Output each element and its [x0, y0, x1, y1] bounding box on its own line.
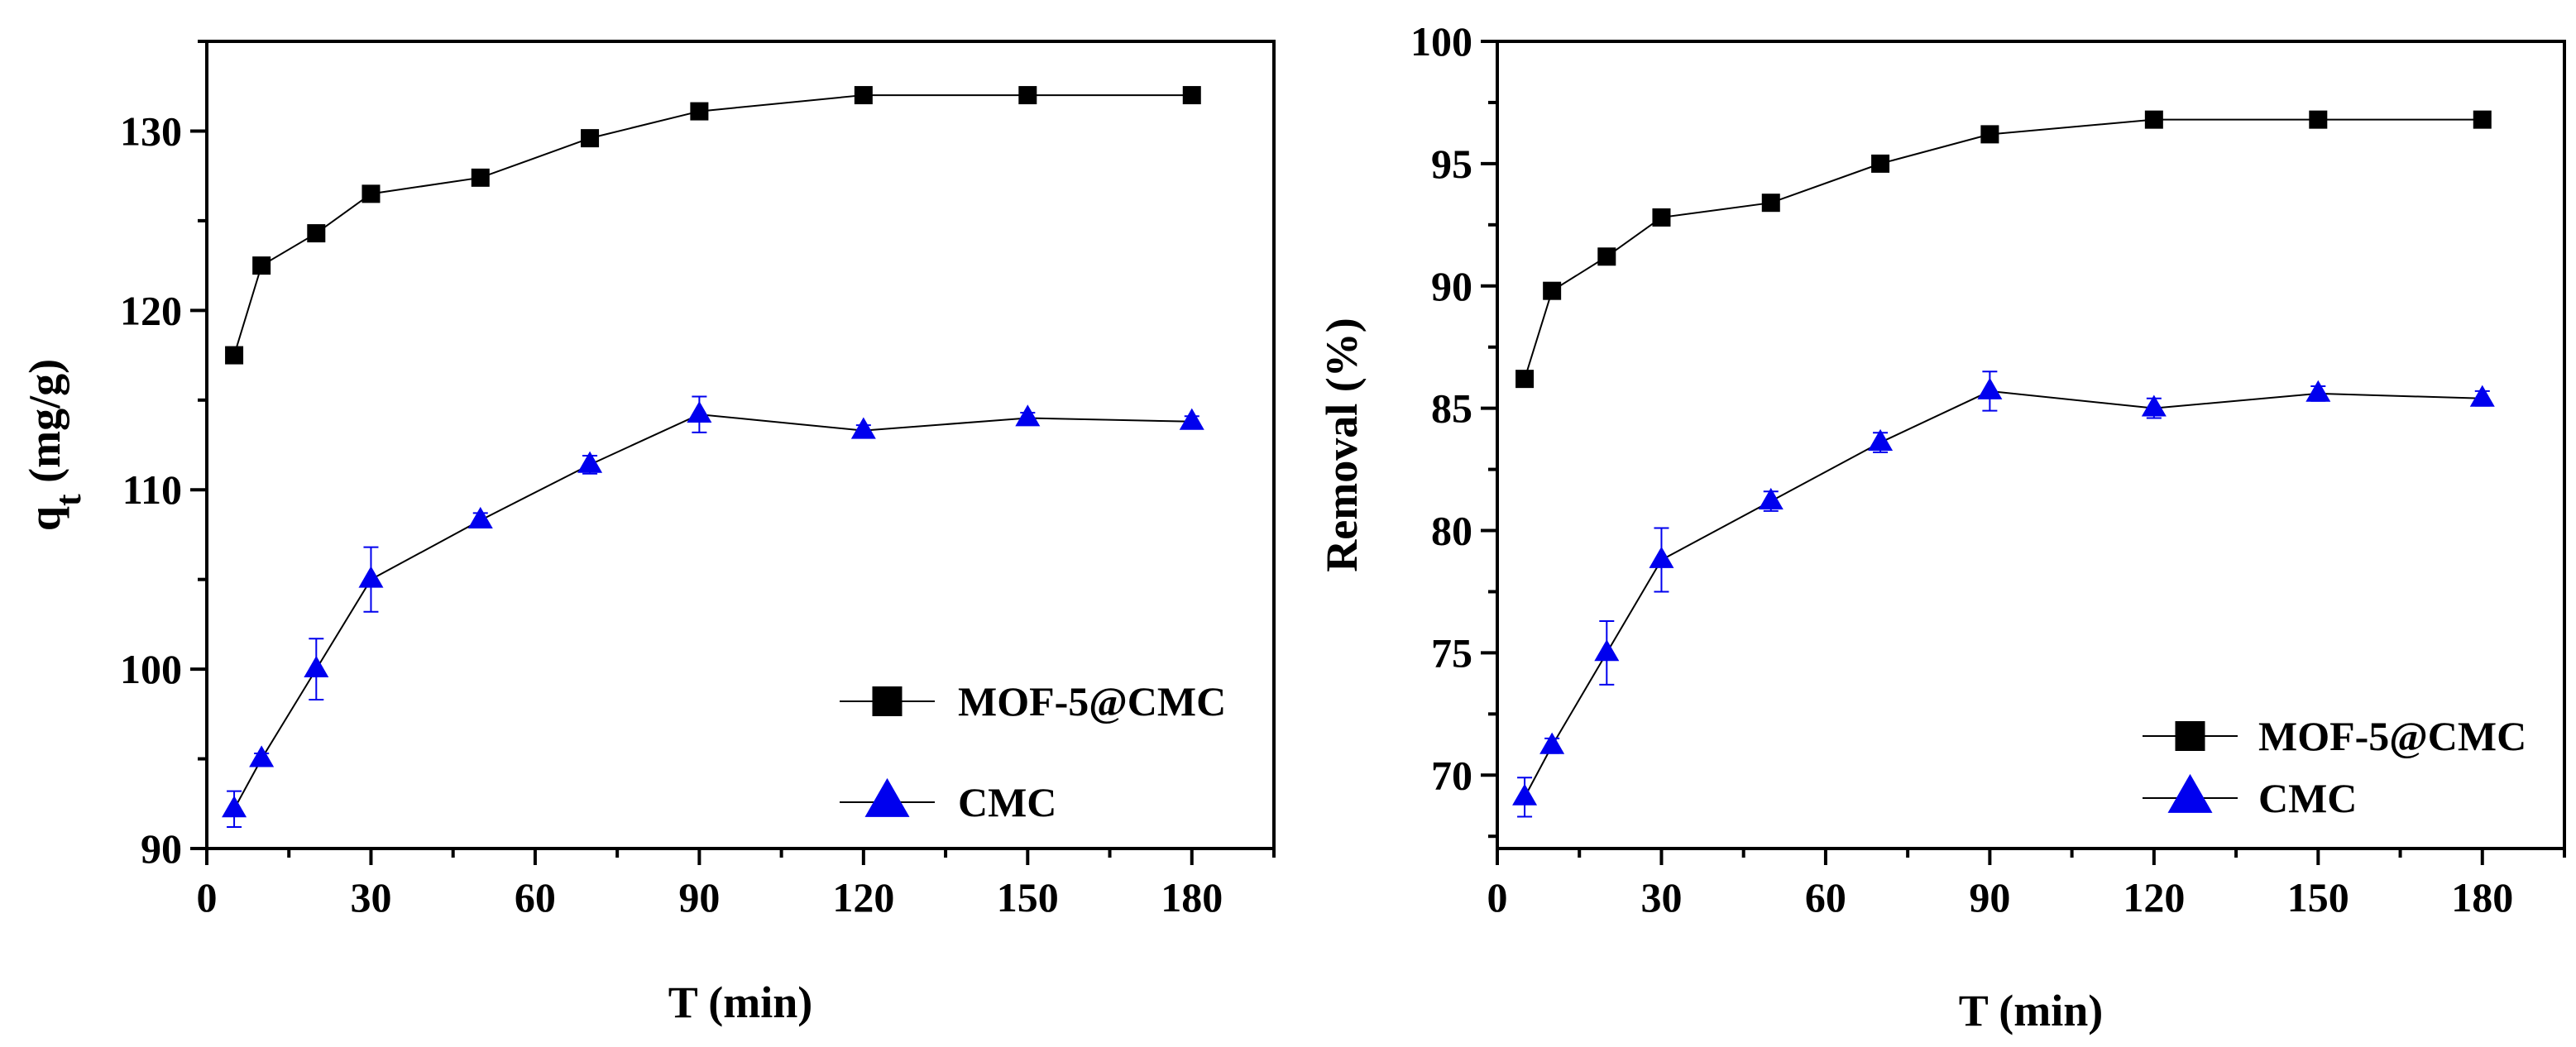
data-point-square: [1182, 86, 1201, 105]
data-point-square: [1543, 281, 1562, 300]
chart-panel-left-qt: 0 30 60 90 120 150 180 90 100 110 120 130 T (min) qt …: [20, 40, 1276, 1027]
data-point-triangle: [1512, 783, 1538, 806]
data-point-square: [581, 129, 600, 148]
legend-label: CMC: [2258, 775, 2357, 821]
x-tick-label: 90: [1969, 874, 2010, 920]
data-point-square: [2473, 110, 2492, 129]
data-point-square: [1597, 247, 1616, 266]
legend-label: CMC: [958, 779, 1056, 825]
data-point-triangle: [1649, 546, 1674, 568]
y-axis-title: qt (mg/g): [20, 359, 89, 531]
series-line-1: [233, 414, 1192, 810]
data-point-triangle: [358, 566, 384, 588]
x-tick-label: 30: [350, 874, 391, 920]
data-point-triangle: [2469, 385, 2495, 407]
x-tick-label: 150: [997, 874, 1059, 920]
data-point-square: [471, 168, 490, 187]
data-point-triangle: [1539, 732, 1565, 754]
series-line-0: [233, 94, 1192, 356]
data-point-square: [225, 346, 244, 365]
x-axis-title: T (min): [668, 978, 813, 1027]
data-point-triangle: [1179, 408, 1204, 430]
data-point-triangle: [1868, 428, 1894, 451]
data-point-triangle: [1015, 404, 1041, 427]
chart-panel-right-removal: 0 30 60 90 120 150 180 70 75 80 85 90 95 100 T (min) Re…: [1317, 18, 2566, 1035]
data-point-square: [690, 102, 709, 121]
x-tick-label: 120: [2123, 874, 2185, 920]
y-tick-label: 90: [141, 825, 182, 872]
data-point-triangle: [2141, 394, 2167, 417]
plot-frame: [205, 40, 1276, 850]
data-point-triangle: [2305, 380, 2331, 402]
y-axis-title: Removal (%): [1317, 318, 1367, 571]
x-tick-label: 0: [1487, 874, 1508, 920]
data-point-triangle: [577, 451, 603, 473]
data-point-triangle: [1594, 639, 1620, 662]
x-tick-label: 120: [832, 874, 894, 920]
data-point-triangle: [249, 745, 275, 767]
x-tick-label: 30: [1640, 874, 1682, 920]
data-point-triangle: [850, 417, 876, 439]
data-point-square: [854, 86, 873, 105]
y-tick-label: 130: [120, 108, 182, 154]
y-tick-label: 70: [1431, 752, 1472, 798]
data-point-triangle: [222, 796, 247, 818]
data-point-square: [362, 184, 381, 203]
legend-marker-triangle: [2167, 773, 2213, 813]
legend-marker-square: [2175, 721, 2205, 751]
x-tick-label: 180: [2451, 874, 2513, 920]
data-point-square: [2144, 110, 2163, 129]
data-point-square: [1980, 125, 1999, 144]
y-tick-label: 90: [1431, 263, 1472, 309]
legend-marker-square: [872, 686, 903, 716]
legend-label: MOF-5@CMC: [2258, 713, 2526, 759]
x-tick-label: 60: [1805, 874, 1846, 920]
data-point-square: [1871, 154, 1890, 173]
series-line-1: [1524, 390, 2483, 798]
series-line-0: [1524, 118, 2483, 380]
data-point-square: [1652, 208, 1671, 227]
y-tick-label: 75: [1431, 629, 1472, 676]
data-point-triangle: [304, 655, 329, 678]
data-point-square: [2309, 110, 2328, 129]
plot-frame: [1496, 40, 2566, 850]
y-tick-label: 110: [122, 466, 182, 513]
y-tick-label: 80: [1431, 508, 1472, 554]
data-point-triangle: [1758, 487, 1784, 509]
x-tick-label: 180: [1161, 874, 1223, 920]
x-tick-label: 0: [197, 874, 218, 920]
data-point-square: [252, 256, 271, 275]
y-tick-label: 120: [120, 287, 182, 333]
data-point-triangle: [467, 506, 493, 529]
data-point-square: [1018, 86, 1037, 105]
data-point-square: [1761, 194, 1780, 213]
data-point-triangle: [687, 400, 712, 423]
x-tick-label: 90: [678, 874, 720, 920]
y-tick-label: 95: [1431, 141, 1472, 187]
data-point-square: [307, 224, 326, 243]
y-tick-label: 85: [1431, 385, 1472, 432]
y-tick-label: 100: [1410, 18, 1472, 65]
x-tick-label: 150: [2287, 874, 2349, 920]
legend-label: MOF-5@CMC: [958, 678, 1226, 724]
y-tick-label: 100: [120, 646, 182, 692]
data-point-triangle: [1977, 377, 2003, 399]
data-point-square: [1515, 370, 1535, 389]
legend-marker-triangle: [864, 777, 910, 817]
x-tick-label: 60: [515, 874, 556, 920]
x-axis-title: T (min): [1959, 986, 2104, 1035]
